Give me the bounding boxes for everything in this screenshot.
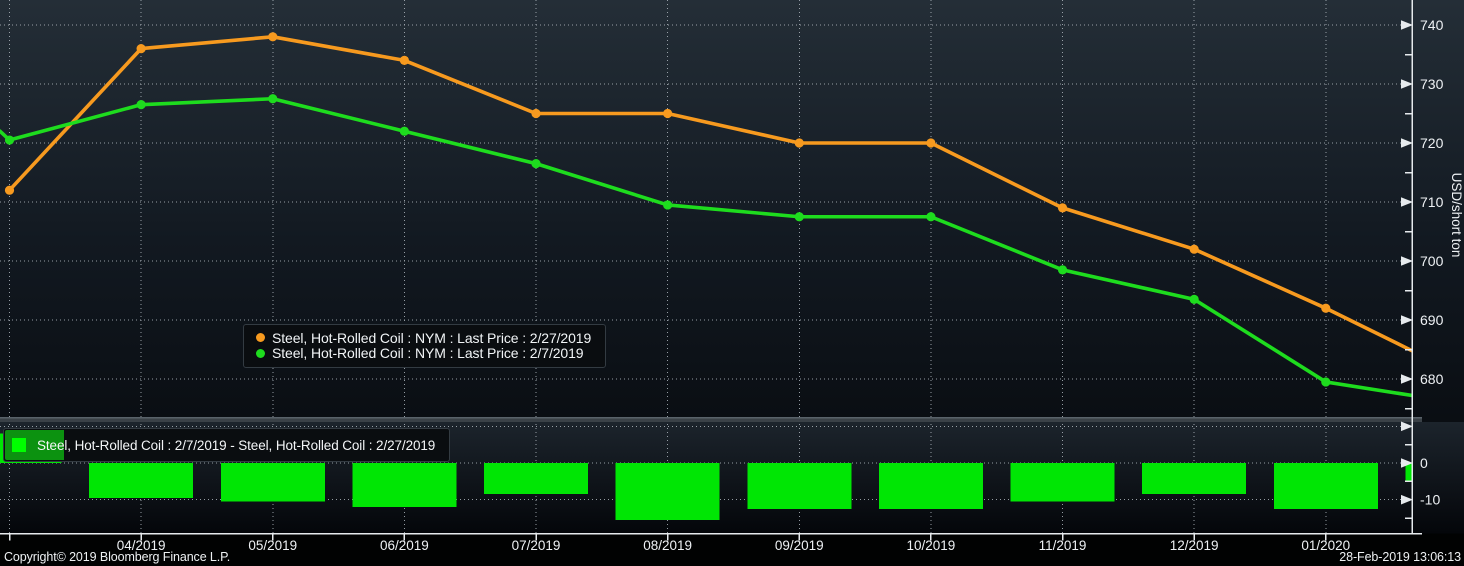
data-point [926,212,936,222]
y-tick-label: 720 [1420,135,1444,151]
y-tick-label: 710 [1420,194,1444,210]
footer-strip-bg [0,533,1464,566]
data-point [399,55,409,65]
x-tick-label: 09/2019 [775,538,824,553]
x-tick-label: 12/2019 [1170,538,1219,553]
y-tick-label: 740 [1420,17,1444,33]
panel-separator-handle[interactable] [0,417,1422,422]
orange-series-dot-icon [256,333,265,343]
axis-tick-arrow-icon [1401,374,1413,384]
axis-tick-arrow-icon [1401,315,1413,325]
diff-bar-08-2019[interactable] [615,463,720,520]
y-tick-label: 700 [1420,253,1444,269]
data-point [399,126,409,136]
data-point [1189,294,1199,304]
green-bar-swatch-icon [12,438,26,452]
data-point [1321,377,1331,387]
diff-bar-10-2019[interactable] [878,463,983,509]
difference-bars [0,433,1464,520]
data-point [1321,303,1331,313]
data-point [531,159,541,169]
axis-tick-arrow-icon [1401,421,1413,432]
diff-bar-12-2019[interactable] [1142,463,1247,495]
x-tick-label: 04/2019 [117,538,166,553]
x-tick-label: 05/2019 [248,538,297,553]
x-tick-label: 08/2019 [643,538,692,553]
series-markers-0 [4,32,1331,313]
data-point [531,108,541,119]
price-series [0,32,1458,398]
axis-tick-arrow-icon [1401,494,1413,505]
data-point [1189,244,1199,254]
green-series-dot-icon [256,348,265,358]
main-chart-legend: Steel, Hot-Rolled Coil : NYM : Last Pric… [243,324,607,368]
data-point [136,100,146,110]
x-tick-label: 06/2019 [380,538,429,553]
axis-tick-arrow-icon [1401,20,1413,30]
x-axis: 04/2019 05/2019 06/2019 07/2019 08/2019 09/20… [0,532,1422,553]
data-point [1057,203,1068,213]
diff-bar-06-2019[interactable] [352,463,457,508]
diff-bar-04-2019[interactable] [89,463,194,498]
diff-bar-01-2020[interactable] [1273,463,1378,509]
diff-bar-11-2019[interactable] [1010,463,1115,502]
data-point [926,138,936,148]
difference-legend-label: Steel, Hot-Rolled Coil : 2/7/2019 - Stee… [37,437,436,453]
x-tick-label: 07/2019 [512,538,561,553]
right-axis: 740 730 720 710 700 690 680 0 -10 USD/short ton [1401,0,1464,534]
diff-bar-05-2019[interactable] [220,463,325,502]
legend-label: Steel, Hot-Rolled Coil : NYM : Last Pric… [272,329,592,346]
axis-tick-arrow-icon [1401,138,1413,148]
data-point [136,44,146,54]
legend-item-last-price-2-27[interactable]: Steel, Hot-Rolled Coil : NYM : Last Pric… [252,330,591,346]
y-tick-label: 690 [1420,312,1444,328]
data-point [663,108,673,119]
data-point [794,212,804,222]
data-point [794,138,804,148]
legend-label: Steel, Hot-Rolled Coil : NYM : Last Pric… [272,345,584,362]
diff-bar-07-2019[interactable] [484,463,589,495]
data-point [268,32,278,42]
series-line-0[interactable] [7,34,1458,373]
axis-tick-arrow-icon [1401,79,1413,89]
x-tick-label: 10/2019 [907,538,956,553]
y-tick-label: 730 [1420,76,1444,92]
data-point [268,94,278,104]
axis-tick-arrow-icon [1401,256,1413,266]
copyright-text: Copyright© 2019 Bloomberg Finance L.P. [4,550,231,564]
series-markers-1 [4,94,1331,387]
data-point [4,135,15,145]
axis-tick-arrow-icon [1401,458,1413,468]
difference-panel-legend[interactable]: Steel, Hot-Rolled Coil : 2/7/2019 - Stee… [3,428,451,462]
data-point [1057,265,1068,275]
diff-bar-09-2019[interactable] [747,463,852,509]
y-tick-label: -10 [1420,492,1440,508]
data-point [663,200,673,210]
data-point [4,185,15,195]
chart-timestamp: 28-Feb-2019 13:06:13 [1339,550,1461,564]
y-tick-label: 680 [1420,371,1444,387]
x-tick-label: 01/2020 [1301,538,1350,553]
x-tick-label: 11/2019 [1039,538,1087,553]
diff-bar-02-2020[interactable] [1405,463,1464,482]
axis-tick-arrow-icon [1401,197,1413,207]
y-axis-title: USD/short ton [1449,173,1464,258]
legend-item-last-price-2-7[interactable]: Steel, Hot-Rolled Coil : NYM : Last Pric… [252,345,591,362]
y-tick-label: 0 [1420,455,1428,471]
